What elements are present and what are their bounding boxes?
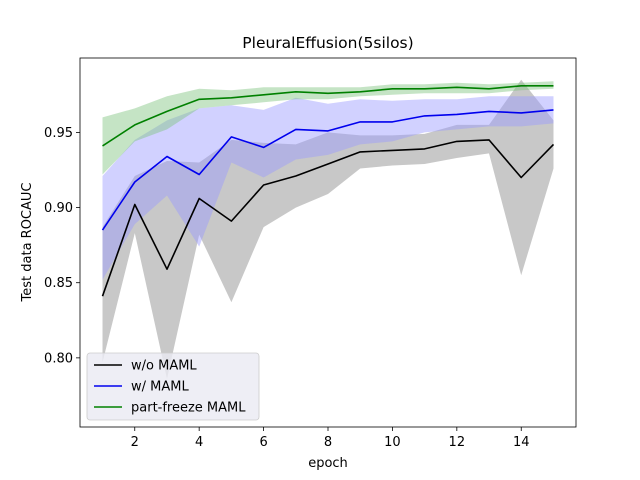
x-axis-label: epoch — [308, 456, 348, 471]
x-axis-ticks: 2 4 6 8 10 12 14 — [131, 427, 530, 450]
legend-label: w/ MAML — [131, 380, 189, 395]
x-tick-label: 12 — [449, 435, 466, 450]
legend: w/o MAML w/ MAML part-freeze MAML — [86, 352, 260, 421]
series-lines — [101, 85, 555, 297]
series-band-2 — [102, 96, 554, 280]
chart-title: PleuralEffusion(5silos) — [242, 34, 413, 52]
y-tick-label: 0.95 — [44, 126, 73, 141]
legend-label: part-freeze MAML — [131, 401, 246, 416]
series-band-3 — [102, 81, 554, 175]
y-axis-ticks: 0.80 0.85 0.90 0.95 — [44, 126, 80, 366]
x-tick-label: 4 — [195, 435, 203, 450]
y-tick-label: 0.80 — [44, 351, 73, 366]
x-tick-label: 14 — [513, 435, 530, 450]
y-axis-label: Test data ROCAUC — [20, 183, 35, 303]
x-tick-label: 6 — [259, 435, 267, 450]
series-line-2 — [101, 109, 554, 231]
y-tick-label: 0.90 — [44, 201, 73, 216]
y-tick-label: 0.85 — [44, 276, 73, 291]
legend-label: w/o MAML — [131, 359, 197, 374]
series-line-1 — [101, 139, 555, 297]
x-tick-label: 2 — [131, 435, 139, 450]
series-line-3 — [102, 85, 554, 147]
legend-box — [86, 352, 260, 421]
x-tick-label: 10 — [384, 435, 401, 450]
x-tick-label: 8 — [324, 435, 332, 450]
